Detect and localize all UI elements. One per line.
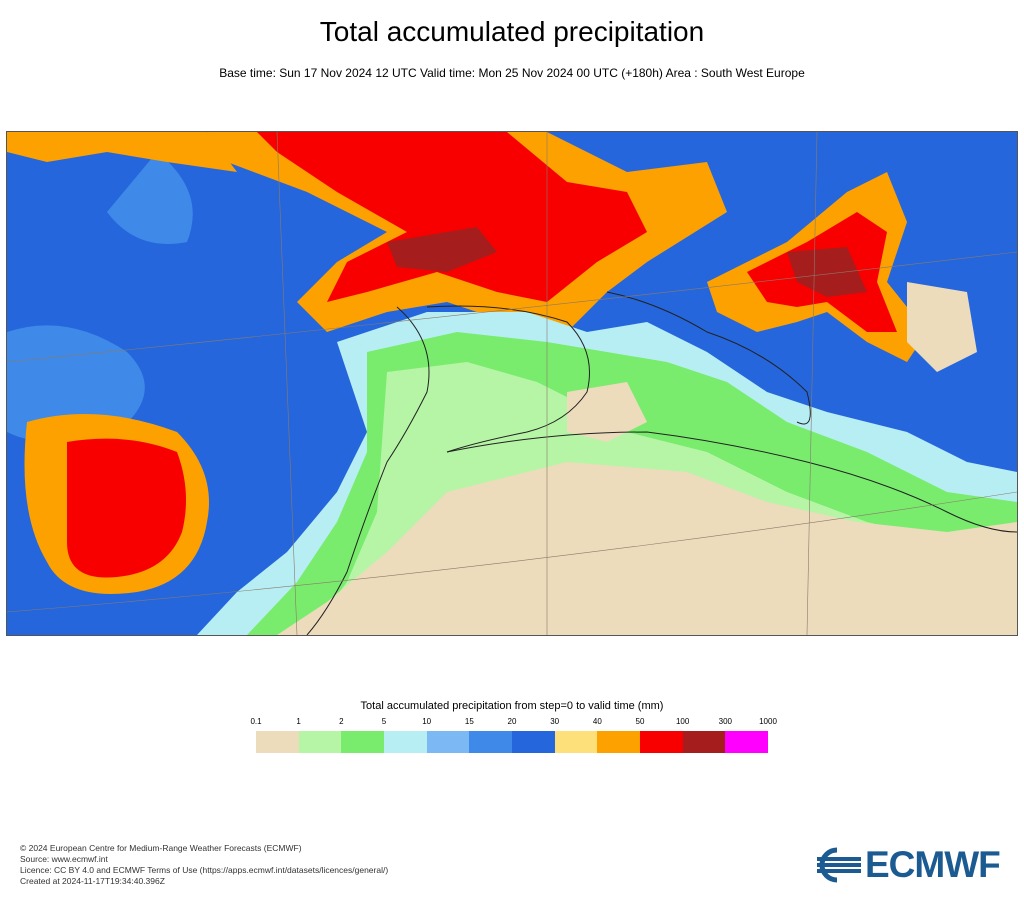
ecmwf-logo-text: ECMWF bbox=[865, 844, 1001, 885]
legend-swatch bbox=[512, 731, 555, 753]
legend-swatch bbox=[469, 731, 513, 753]
precip-dry-balkans bbox=[907, 282, 977, 372]
ecmwf-logo: ECMWF bbox=[813, 844, 1008, 885]
legend-tick-label: 15 bbox=[464, 717, 474, 726]
legend-tick-label: 0.1 bbox=[250, 717, 262, 726]
ocean-patch bbox=[7, 325, 145, 442]
legend-tick-label: 20 bbox=[507, 717, 517, 726]
legend-swatch bbox=[384, 731, 427, 753]
chart-subtitle: Base time: Sun 17 Nov 2024 12 UTC Valid … bbox=[219, 66, 805, 80]
legend-swatch bbox=[725, 731, 769, 753]
footer-licence: Licence: CC BY 4.0 and ECMWF Terms of Us… bbox=[20, 865, 389, 875]
legend-ticks: 0.1 1 2 5 10 15 20 30 40 50 100 300 1000 bbox=[250, 717, 776, 729]
legend-swatch bbox=[682, 731, 726, 753]
footer-copyright: © 2024 European Centre for Medium-Range … bbox=[20, 843, 302, 853]
map-canvas bbox=[7, 132, 1017, 635]
legend-tick-label: 5 bbox=[381, 717, 387, 726]
precip-darkred-italy bbox=[787, 247, 867, 297]
ecmwf-logo-icon bbox=[817, 847, 861, 883]
coastline-portugal-morocco bbox=[306, 306, 430, 635]
precip-darkred-north bbox=[387, 227, 497, 272]
legend-swatch bbox=[256, 731, 299, 753]
legend-tick-label: 2 bbox=[339, 717, 344, 726]
legend-tick-label: 300 bbox=[718, 717, 733, 726]
precip-orange-nw bbox=[7, 132, 237, 172]
ocean-patch bbox=[107, 152, 193, 244]
footer-created: Created at 2024-11-17T19:34:40.396Z bbox=[20, 876, 165, 886]
legend-colorbar bbox=[256, 731, 769, 753]
legend-swatch bbox=[298, 731, 342, 753]
coastline-italy bbox=[606, 291, 811, 425]
legend-tick-label: 100 bbox=[675, 717, 690, 726]
legend-swatch bbox=[554, 731, 598, 753]
legend-title: Total accumulated precipitation from ste… bbox=[360, 700, 664, 712]
parallel-line bbox=[7, 491, 1017, 613]
precip-red-atlantic bbox=[67, 438, 186, 578]
coastline-iberia bbox=[426, 305, 590, 453]
meridian-line bbox=[276, 132, 298, 635]
footer-source: Source: www.ecmwf.int bbox=[20, 854, 108, 864]
precip-dry-iberia bbox=[567, 382, 647, 442]
legend-tick-label: 40 bbox=[592, 717, 602, 726]
chart-title: Total accumulated precipitation bbox=[319, 16, 705, 47]
precipitation-map bbox=[6, 131, 1018, 636]
legend-tick-label: 1000 bbox=[759, 717, 777, 726]
legend-swatch bbox=[341, 731, 385, 753]
legend-swatch bbox=[426, 731, 470, 753]
legend-tick-label: 50 bbox=[635, 717, 645, 726]
legend-tick-label: 1 bbox=[296, 717, 301, 726]
footer: © 2024 European Centre for Medium-Range … bbox=[20, 843, 388, 887]
legend-tick-label: 30 bbox=[550, 717, 560, 726]
precip-red-north bbox=[257, 132, 647, 302]
precip-dry-land bbox=[277, 462, 1017, 635]
legend-swatch bbox=[640, 731, 683, 753]
legend-tick-label: 10 bbox=[422, 717, 432, 726]
meridian-line bbox=[806, 132, 818, 635]
coastline-north-africa bbox=[446, 431, 1017, 533]
parallel-line bbox=[7, 251, 1017, 363]
legend-swatch bbox=[597, 731, 641, 753]
